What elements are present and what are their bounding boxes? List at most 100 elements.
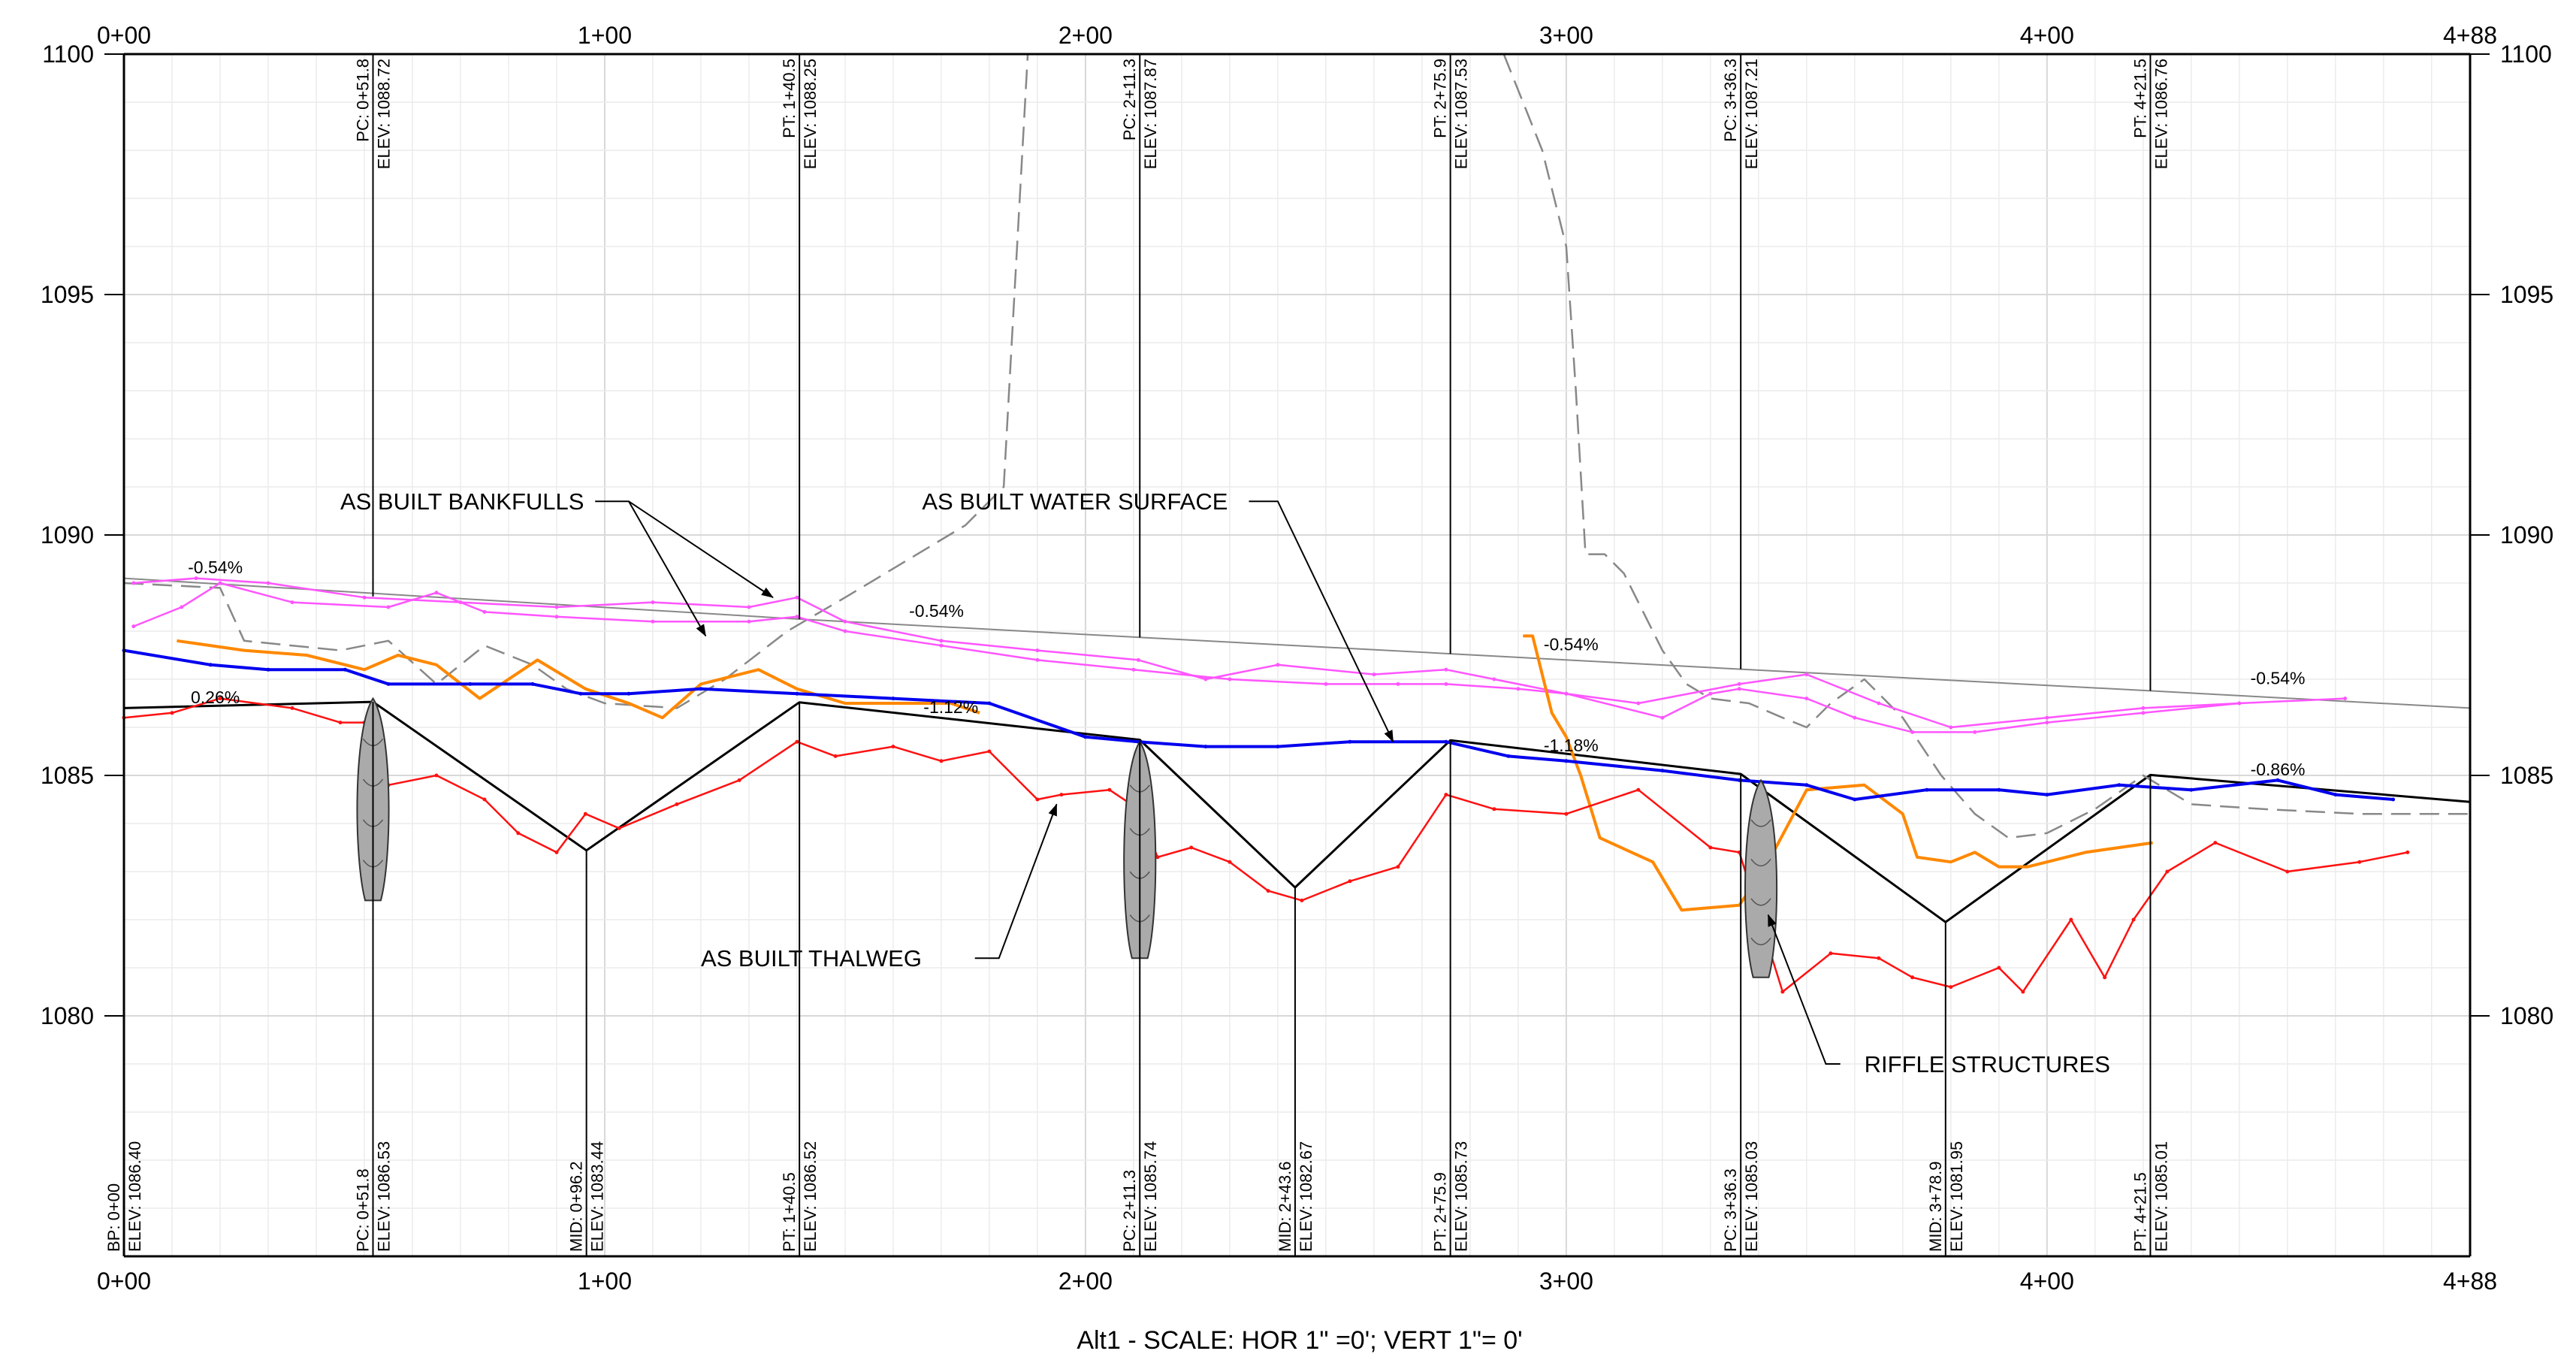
- series-point: [891, 697, 895, 701]
- series-point: [1660, 715, 1665, 720]
- station-elevation-label: ELEV: 1087.87: [1141, 59, 1160, 169]
- series-point: [1853, 715, 1857, 720]
- series-point: [434, 591, 439, 595]
- callout-label: AS BUILT THALWEG: [701, 945, 922, 972]
- series-point: [468, 681, 473, 686]
- station-label: PT: 4+21.5: [2131, 59, 2149, 138]
- series-point: [578, 691, 583, 696]
- series-point: [1877, 701, 1881, 706]
- series-point: [1444, 793, 1448, 797]
- series-point: [843, 619, 847, 624]
- series-point: [1203, 745, 1208, 749]
- series-point: [2276, 778, 2280, 782]
- series-point: [1492, 677, 1496, 681]
- series-point: [795, 595, 799, 600]
- series-point: [1636, 787, 1641, 792]
- riffle-shape: [1744, 778, 1778, 978]
- series-point: [554, 850, 559, 854]
- y-tick-label-right: 1100: [2500, 41, 2552, 68]
- callout-label: AS BUILT BANKFULLS: [340, 488, 584, 515]
- series-point: [747, 619, 751, 624]
- station-label: MID: 2+43.6: [1276, 1162, 1294, 1252]
- station-elevation-label: ELEV: 1087.53: [1452, 59, 1471, 169]
- series-point: [1276, 663, 1280, 667]
- series-point: [290, 600, 294, 605]
- series-point: [1444, 681, 1448, 686]
- series-point: [1155, 855, 1160, 860]
- station-label: PT: 2+75.9: [1431, 1172, 1450, 1252]
- x-tick-label-top: 1+00: [578, 22, 632, 49]
- series-point: [2021, 990, 2025, 994]
- series-point: [458, 600, 463, 605]
- series-point: [1506, 754, 1511, 758]
- series-point: [1136, 657, 1140, 662]
- series-point: [2285, 869, 2290, 874]
- series-point: [1035, 657, 1040, 662]
- series-point: [1228, 677, 1232, 681]
- series-point: [482, 609, 487, 614]
- station-label: PT: 1+40.5: [780, 59, 799, 138]
- series-point: [1564, 691, 1569, 696]
- series-point: [987, 701, 992, 706]
- station-label: PC: 3+36.3: [1721, 1168, 1740, 1252]
- grade-label: -0.54%: [909, 601, 964, 621]
- series-point: [290, 706, 294, 710]
- station-elevation-label: ELEV: 1086.76: [2152, 59, 2170, 169]
- series-point: [2405, 850, 2410, 854]
- series-point: [651, 600, 655, 605]
- series-point: [2165, 869, 2170, 874]
- series-point: [2333, 793, 2338, 797]
- series-point: [795, 739, 799, 744]
- series-point: [843, 629, 847, 633]
- series-point: [617, 826, 621, 830]
- x-tick-label-bottom: 2+00: [1058, 1268, 1113, 1295]
- series-point: [386, 681, 391, 686]
- series-point: [675, 802, 679, 806]
- series-point: [1444, 739, 1448, 744]
- station-elevation-label: ELEV: 1086.52: [801, 1141, 820, 1252]
- station-elevation-label: ELEV: 1085.73: [1452, 1141, 1471, 1252]
- station-label: MID: 3+78.9: [1926, 1162, 1945, 1252]
- series-point: [218, 581, 222, 585]
- callout-leader: [1767, 914, 1841, 1065]
- series-point: [1203, 677, 1208, 681]
- x-tick-label-bottom: 0+00: [97, 1268, 151, 1295]
- series-point: [343, 667, 347, 672]
- series-point: [131, 581, 136, 585]
- series-point: [1372, 672, 1376, 677]
- series-point: [1189, 845, 1194, 850]
- series-point: [1997, 966, 2001, 970]
- grade-label: -0.54%: [1544, 635, 1599, 654]
- series-point: [554, 605, 559, 609]
- series-point: [1853, 797, 1857, 802]
- series-point: [386, 605, 391, 609]
- callout-leader: [974, 803, 1058, 960]
- series-point: [2141, 706, 2146, 710]
- series-point: [627, 691, 631, 696]
- series-point: [651, 619, 655, 624]
- series-point: [1276, 745, 1280, 749]
- station-label: PT: 4+21.5: [2131, 1172, 2149, 1252]
- series-point: [1131, 667, 1136, 672]
- series-point: [2141, 711, 2146, 715]
- station-elevation-label: ELEV: 1087.21: [1742, 59, 1761, 169]
- series-point: [1107, 787, 1112, 792]
- station-elevation-label: ELEV: 1085.03: [1742, 1141, 1761, 1252]
- series-point: [583, 811, 587, 816]
- series-point: [1925, 787, 1929, 792]
- series-point: [1804, 783, 1809, 787]
- series-point: [1396, 865, 1400, 869]
- series-point: [1737, 687, 1741, 691]
- series-point: [1877, 956, 1881, 960]
- series-line: [123, 577, 2471, 709]
- series-point: [1564, 811, 1569, 816]
- y-tick-label-right: 1080: [2500, 1002, 2553, 1029]
- station-elevation-label: ELEV: 1085.74: [1141, 1141, 1160, 1252]
- series-point: [2357, 860, 2362, 864]
- callouts: AS BUILT BANKFULLS AS BUILT WATER SURFACE…: [340, 488, 2110, 1077]
- series-point: [747, 605, 751, 609]
- series-line: [133, 577, 2239, 729]
- callout-label: AS BUILT WATER SURFACE: [922, 488, 1228, 515]
- series-point: [891, 745, 895, 749]
- chart-caption: Alt1 - SCALE: HOR 1" =0'; VERT 1"= 0': [1077, 1326, 1522, 1355]
